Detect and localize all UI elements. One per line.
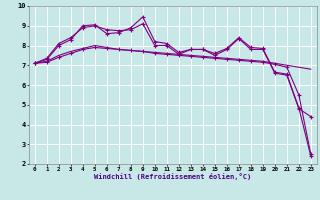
X-axis label: Windchill (Refroidissement éolien,°C): Windchill (Refroidissement éolien,°C)	[94, 173, 252, 180]
